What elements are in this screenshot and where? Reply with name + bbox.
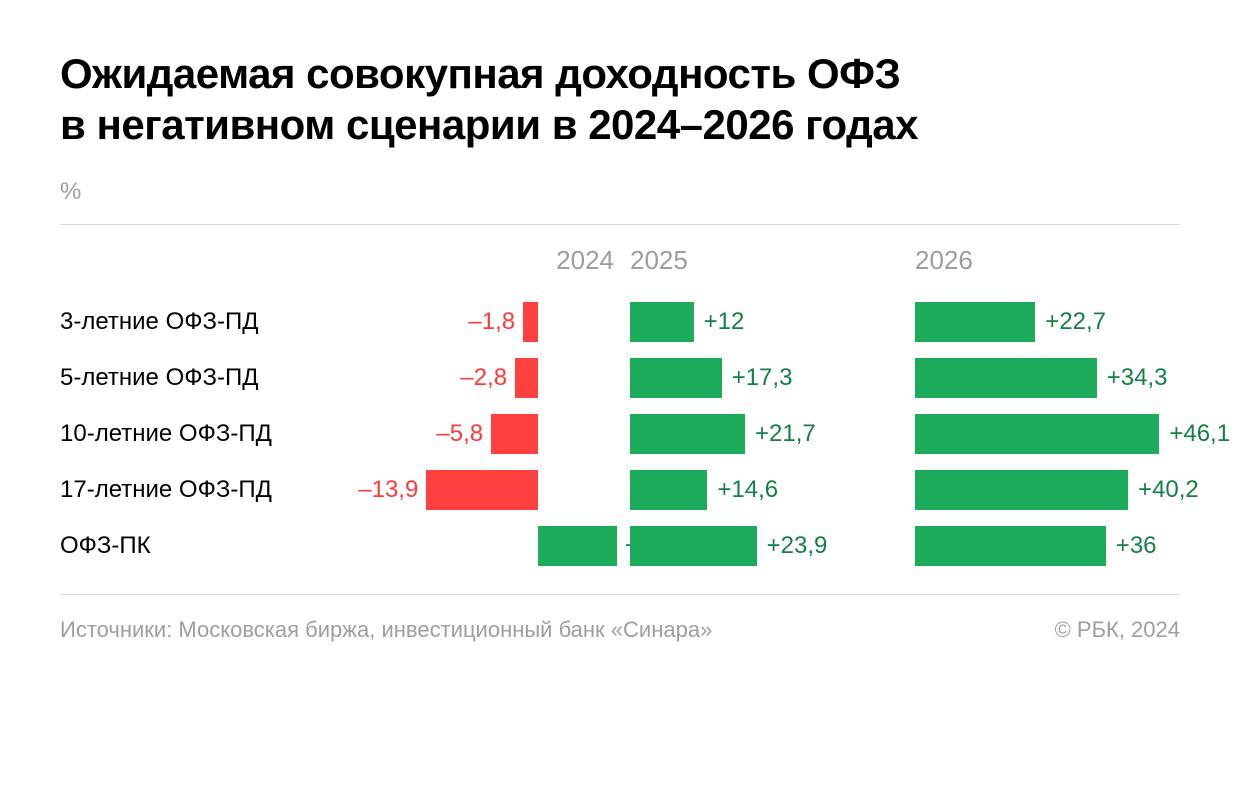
value-label: –2,8	[460, 358, 507, 398]
value-label: +40,2	[1138, 470, 1199, 510]
footer: Источники: Московская биржа, инвестицион…	[60, 617, 1180, 643]
category-label: 3-летние ОФЗ-ПД	[60, 294, 335, 350]
value-label: –13,9	[358, 470, 418, 510]
divider-bottom	[60, 594, 1180, 595]
cell-2025: +12	[630, 294, 905, 350]
source-text: Источники: Московская биржа, инвестицион…	[60, 617, 712, 643]
value-label: +34,3	[1107, 358, 1168, 398]
cell-2025: +14,6	[630, 462, 905, 518]
value-label: –1,8	[468, 302, 515, 342]
cell-2026: +40,2	[915, 462, 1190, 518]
value-label: +22,7	[1045, 302, 1106, 342]
copyright-text: © РБК, 2024	[1055, 617, 1180, 643]
cell-2025: +21,7	[630, 406, 905, 462]
cell-2024: +9,9	[345, 518, 620, 574]
chart-grid: 2024 2025 2026 3-летние ОФЗ-ПД –1,8 +12 …	[60, 245, 1180, 574]
value-label: +14,6	[717, 470, 778, 510]
cell-2025: +17,3	[630, 350, 905, 406]
cell-2024: –13,9	[345, 462, 620, 518]
value-label: –5,8	[436, 414, 483, 454]
cell-2026: +46,1	[915, 406, 1190, 462]
value-label: +12	[704, 302, 745, 342]
cell-2024: –1,8	[345, 294, 620, 350]
value-label: +46,1	[1169, 414, 1230, 454]
year-head-2025: 2025	[630, 245, 905, 294]
cell-2026: +36	[915, 518, 1190, 574]
year-head-2024: 2024	[345, 245, 620, 294]
value-label: +36	[1116, 526, 1157, 566]
year-head-2026: 2026	[915, 245, 1190, 294]
unit-label: %	[60, 178, 1180, 206]
cell-2026: +34,3	[915, 350, 1190, 406]
cell-2026: +22,7	[915, 294, 1190, 350]
divider-top	[60, 224, 1180, 225]
category-label: 10-летние ОФЗ-ПД	[60, 406, 335, 462]
chart-title: Ожидаемая совокупная доходность ОФЗ в не…	[60, 48, 1180, 150]
category-label: 17-летние ОФЗ-ПД	[60, 462, 335, 518]
value-label: +21,7	[755, 414, 816, 454]
value-label: +23,9	[767, 526, 828, 566]
cell-2024: –5,8	[345, 406, 620, 462]
category-label: 5-летние ОФЗ-ПД	[60, 350, 335, 406]
cell-2025: +23,9	[630, 518, 905, 574]
cell-2024: –2,8	[345, 350, 620, 406]
category-label: ОФЗ-ПК	[60, 518, 335, 574]
value-label: +17,3	[732, 358, 793, 398]
